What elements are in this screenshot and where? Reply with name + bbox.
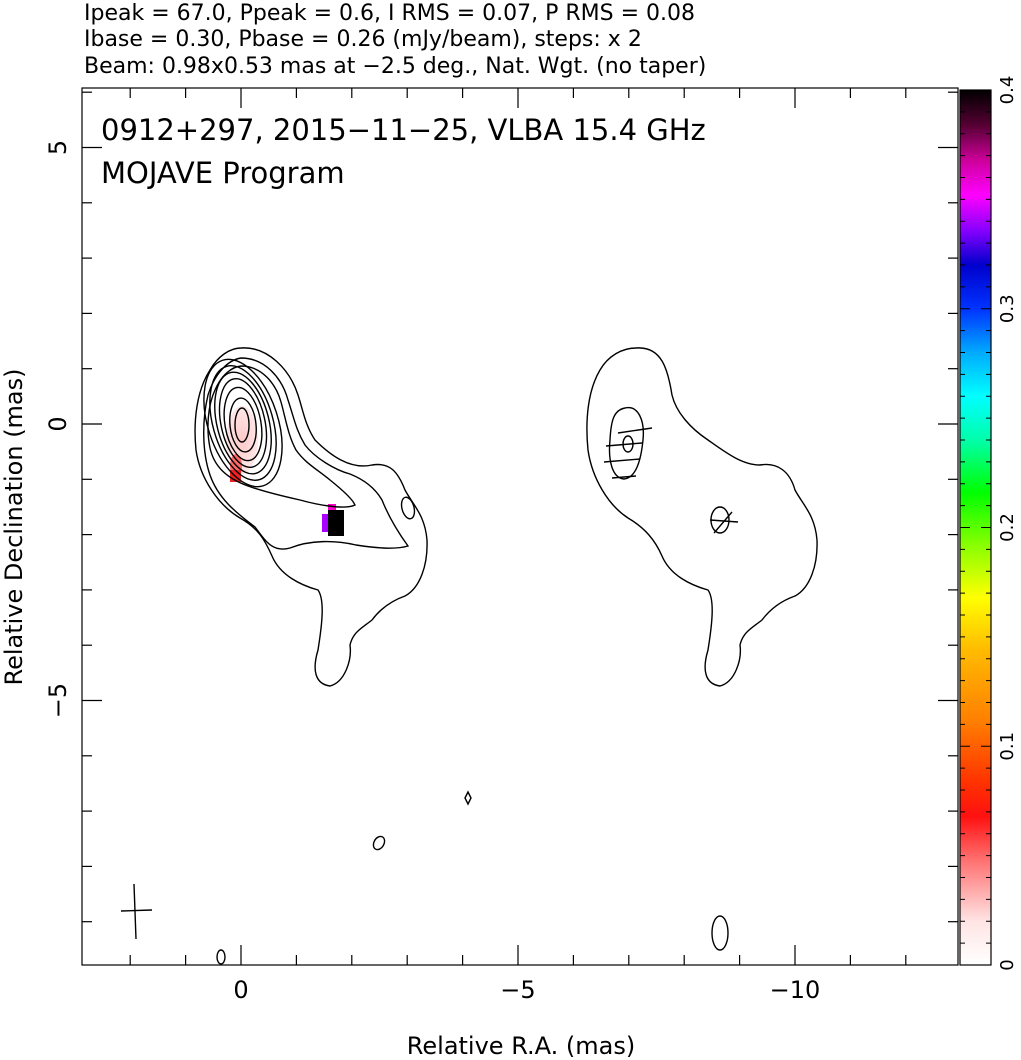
contour-level-8	[223, 386, 263, 462]
contour-level-3	[207, 365, 356, 508]
header-line-1: Ipeak = 67.0, Ppeak = 0.6, I RMS = 0.07,…	[84, 1, 695, 26]
contour-level-5	[209, 364, 277, 482]
colorbar-tick-label: 0	[997, 959, 1018, 970]
polarization-pixel-magenta	[328, 504, 336, 514]
contour-island-5	[711, 915, 729, 951]
axis-ticks	[82, 88, 958, 965]
stokes-i-contours	[194, 347, 729, 965]
evpa-tick	[603, 458, 641, 463]
beam-marker	[120, 883, 153, 940]
header-line-2: Ibase = 0.30, Pbase = 0.26 (mJy/beam), s…	[84, 27, 642, 52]
x-axis-label: Relative R.A. (mas)	[407, 1032, 635, 1060]
header-line-3: Beam: 0.98x0.53 mas at −2.5 deg., Nat. W…	[84, 54, 706, 79]
contour-island-2	[464, 790, 472, 806]
contour-level-9	[229, 397, 257, 453]
axis-tick-labels: 0 −5 −10 5 0 −5	[44, 140, 820, 1004]
contour-island-3	[372, 835, 386, 851]
evpa-tick	[709, 519, 739, 523]
x-tick-label: 0	[233, 976, 248, 1004]
plot-frame	[81, 87, 959, 966]
evpa-tick	[605, 442, 643, 447]
y-axis-label: Relative Declination (mas)	[0, 368, 28, 685]
y-tick-label: 0	[44, 416, 72, 431]
evpa-panel	[586, 347, 818, 687]
evpa-tick	[611, 475, 637, 479]
colorbar-tick-label: 0.2	[997, 513, 1018, 542]
y-tick-label: 5	[44, 140, 72, 155]
contour-island-4	[216, 949, 226, 965]
colorbar-tick-label: 0.4	[997, 76, 1018, 105]
polarization-pixel-violet	[322, 514, 332, 532]
evpa-outer-contour	[586, 347, 818, 687]
polarization-pixel-black	[328, 510, 344, 536]
contour-level-6	[214, 371, 272, 475]
contour-island-1	[400, 496, 416, 520]
contour-level-10	[234, 407, 250, 443]
x-tick-label: −5	[500, 976, 535, 1004]
x-tick-label: −10	[770, 976, 821, 1004]
contour-level-4	[203, 358, 283, 488]
colorbar-ticks	[960, 89, 991, 966]
contour-level-1	[194, 347, 428, 687]
colorbar-tick-labels: 0 0.1 0.2 0.3 0.4	[997, 76, 1018, 971]
plot-area: 0912+297, 2015−11−25, VLBA 15.4 GHz MOJA…	[81, 87, 959, 966]
y-tick-label: −5	[44, 683, 72, 718]
colorbar: 0 0.1 0.2 0.3 0.4	[959, 76, 1018, 971]
contour-level-2	[203, 357, 410, 550]
colorbar-tick-label: 0.1	[997, 732, 1018, 761]
chart-title: 0912+297, 2015−11−25, VLBA 15.4 GHz	[101, 113, 706, 147]
evpa-inner-contour	[608, 406, 645, 480]
evpa-tick	[713, 511, 733, 534]
evpa-tick	[617, 427, 653, 434]
contour-level-7	[218, 378, 268, 468]
colorbar-tick-label: 0.3	[997, 294, 1018, 323]
chart-subtitle: MOJAVE Program	[101, 156, 345, 190]
